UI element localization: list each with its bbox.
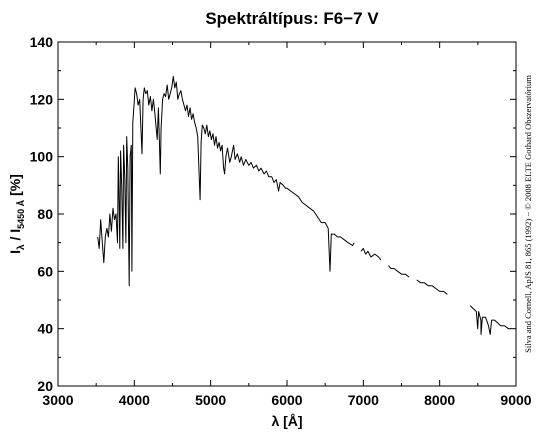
x-tick-label: 9000 [500,392,531,408]
y-axis-label: Iλ / I5450 Å [%] [7,174,27,254]
x-axis-label: λ [Å] [271,413,302,429]
chart-title: Spektráltípus: F6−7 V [205,9,379,28]
spectrum-segment [97,75,355,287]
y-tick-label: 100 [30,149,54,165]
y-tick-label: 120 [30,91,54,107]
axis-ticks: 3000 4000 5000 6000 7000 8000 9000 20 40 60 80 100 1… [30,34,532,408]
y-tick-label: 60 [37,263,53,279]
y-tick-label: 140 [30,34,54,50]
x-tick-label: 6000 [271,392,302,408]
y-axis-label-unit: [%] [7,174,23,200]
y-axis-label-mid: / I [7,229,23,245]
x-tick-label: 8000 [424,392,455,408]
credit-note: Silva and Cornell, ApJS 81, 865 (1992) −… [523,75,533,353]
x-tick-label: 3000 [42,392,73,408]
y-tick-label: 40 [37,321,53,337]
y-tick-label: 20 [37,378,53,394]
spectrum-segment [388,265,410,278]
x-tick-label: 7000 [348,392,379,408]
y-tick-label: 80 [37,206,53,222]
spectrum-series [97,75,511,335]
x-tick-label: 5000 [195,392,226,408]
spectrum-segment [360,247,382,261]
spectrum-segment [469,305,511,335]
plot-frame [57,41,517,387]
y-axis-label-sub1: λ [16,244,27,250]
x-tick-label: 4000 [119,392,150,408]
spectrum-segment [416,279,448,295]
y-axis-label-symbol: I [7,250,23,254]
y-axis-label-sub2: 5450 Å [16,199,26,229]
